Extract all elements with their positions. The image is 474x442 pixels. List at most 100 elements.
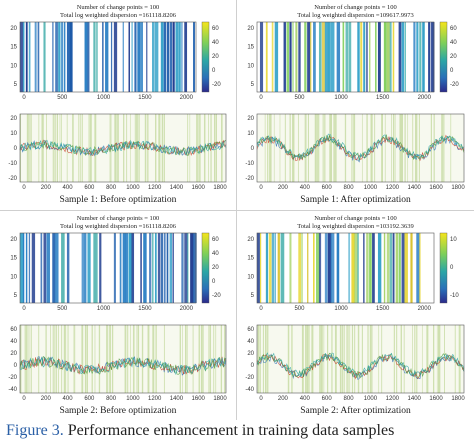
panel-label: Sample 1: After optimization [300,194,411,205]
heatmap-band [404,233,408,303]
series-xtick-label: 1800 [213,185,227,191]
heatmap-band [172,233,174,303]
panel-label: Sample 1: Before optimization [60,194,177,205]
heatmap-band [172,22,175,92]
series-ytick-label: 0 [14,146,18,152]
series-xtick-label: 1200 [386,396,400,402]
heatmap-band [286,22,290,92]
heatmap-band [259,233,262,303]
colorbar-tick-label: 0 [450,265,454,271]
colorbar-tick-label: 40 [450,40,457,46]
heatmap-band [274,233,276,303]
heatmap-band [152,22,155,92]
time-series-plot: 20 10 0 -10 -20 0 200 400 600 800 1000 1200 1400 1600… [245,113,465,191]
series-xtick-label: 600 [322,185,333,191]
series-xtick-label: 200 [41,185,52,191]
heatmap-band [28,233,31,303]
series-xtick-label: 200 [41,396,52,402]
heatmap-band [131,233,135,303]
series-xtick-label: 1600 [192,185,206,191]
series-xtick-label: 400 [300,185,311,191]
heatmap-xtick-label: 1000 [97,95,111,101]
heatmap-band [25,233,28,303]
heatmap-band [336,233,340,303]
series-ytick-label: 0 [14,363,18,369]
series-ytick-label: -10 [8,161,17,167]
colorbar-tick-label: 10 [450,237,457,243]
series-xtick-label: 1800 [451,396,465,402]
series-ytick-label: 0 [251,363,255,369]
heatmap-band [169,233,173,303]
heatmap-ytick-label: 20 [247,237,254,243]
heatmap-band [324,22,329,92]
heatmap-band [318,233,322,303]
series-xtick-label: 1600 [429,396,443,402]
heatmap-band [428,22,431,92]
heatmap-xtick-label: 0 [259,306,263,312]
heatmap-band [37,22,40,92]
time-series-line [19,139,227,157]
series-ytick-label: -20 [245,176,254,182]
heatmap-band [404,22,406,92]
heatmap-band [99,233,102,303]
heatmap-band [295,22,298,92]
heatmap-band [84,233,87,303]
heatmap-band [327,22,331,92]
series-xtick-label: 1000 [364,185,378,191]
colorbar [439,21,448,93]
heatmap-band [131,22,133,92]
heatmap-ytick-label: 15 [10,256,17,262]
heatmap-band [348,233,350,303]
heatmap-band [43,22,46,92]
series-xtick-label: 800 [344,185,355,191]
series-xtick-label: 1200 [386,185,400,191]
heatmap-band [152,233,154,303]
change-point-heatmap: 20 15 10 5 500 1000 1500 2000 0 [10,21,197,101]
figure-label: Figure 3. [6,422,64,439]
series-xtick-label: 1400 [170,185,184,191]
heatmap-band [330,22,335,92]
heatmap-band [310,22,312,92]
heatmap-xtick-label: 1000 [334,306,348,312]
colorbar-tick-label: -20 [212,293,221,299]
heatmap-band [298,233,301,303]
series-ytick-label: 10 [247,131,254,137]
heatmap-band [268,233,272,303]
heatmap-xtick-label: 1500 [138,95,152,101]
heatmap-band [187,233,189,303]
heatmap-title-line2: Total log weighted dispersion =161118.82… [60,12,177,19]
heatmap-band [375,22,377,92]
heatmap-band [55,233,59,303]
heatmap-band [134,22,137,92]
heatmap-band [22,233,25,303]
series-xtick-label: 400 [63,396,74,402]
time-series-line [19,356,227,375]
heatmap-band [163,22,166,92]
heatmap-band [419,22,422,92]
heatmap-band [265,233,269,303]
heatmap-band [61,22,64,92]
change-point-heatmap: 20 15 10 5 500 1000 1500 2000 0 [10,232,197,312]
row-separator [0,210,474,211]
heatmap-band [392,22,395,92]
series-ytick-label: 10 [10,131,17,137]
heatmap-frame [256,232,435,304]
heatmap-band [321,22,326,92]
heatmap-title-line2: Total log weighted dispersion =109617.99… [297,12,413,19]
heatmap-band [43,233,47,303]
heatmap-ytick-label: 10 [247,63,254,69]
series-xtick-label: 1200 [148,185,162,191]
heatmap-ytick-label: 5 [251,82,255,88]
colorbar-tick-label: -20 [450,82,459,88]
heatmap-band [84,22,88,92]
heatmap-band [280,233,285,303]
heatmap-band [96,22,98,92]
heatmap-ytick-label: 15 [247,256,254,262]
heatmap-band [52,233,56,303]
heatmap-band [345,22,349,92]
heatmap-band [61,233,65,303]
series-xtick-label: 600 [322,396,333,402]
series-ytick-label: -10 [245,161,254,167]
heatmap-band [298,22,301,92]
series-xtick-label: 0 [22,185,26,191]
